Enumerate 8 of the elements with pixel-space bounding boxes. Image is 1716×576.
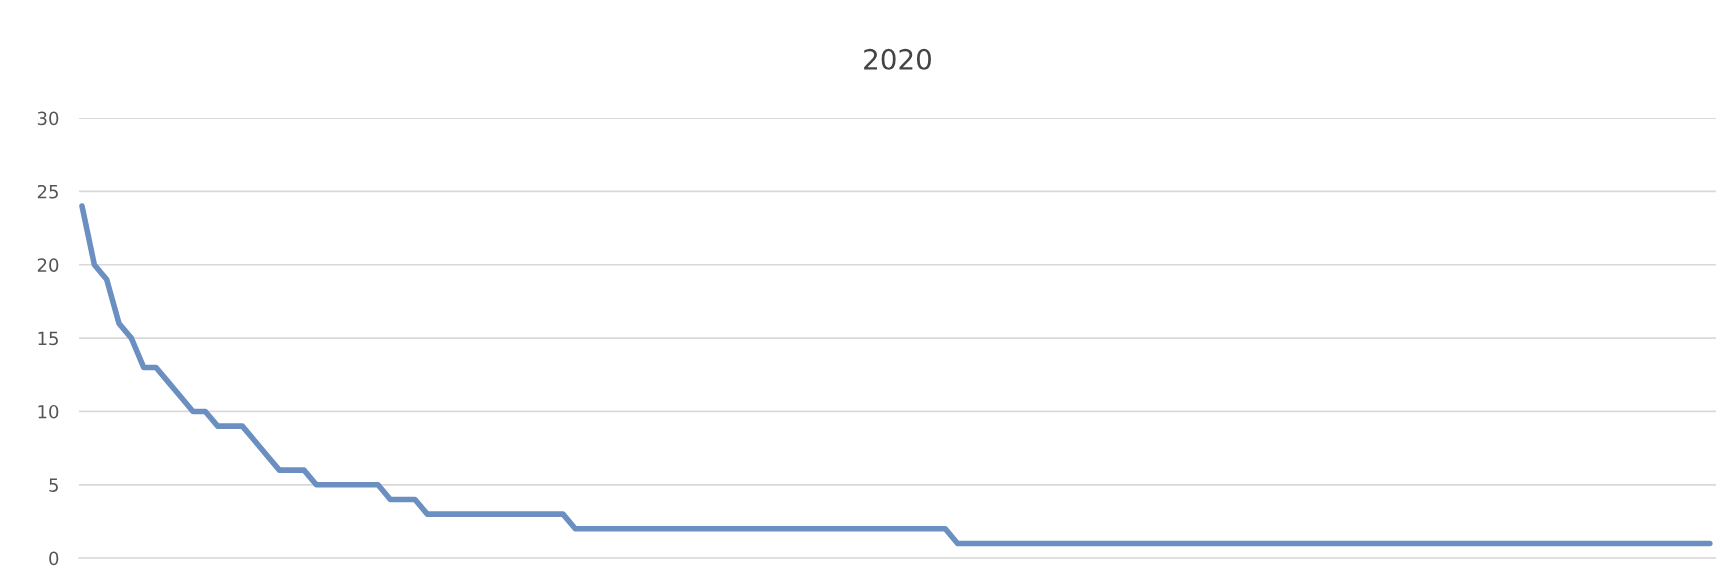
y-tick-label: 15 [38,331,58,346]
y-tick-label: 25 [37,184,58,199]
y-tick-label: 0 [49,551,59,566]
chart-title: 2020 [864,48,931,70]
y-tick-label: 10 [38,404,59,419]
y-tick-label: 20 [37,258,59,272]
y-tick-label: 30 [37,111,59,126]
y-tick-label: 5 [49,478,58,492]
